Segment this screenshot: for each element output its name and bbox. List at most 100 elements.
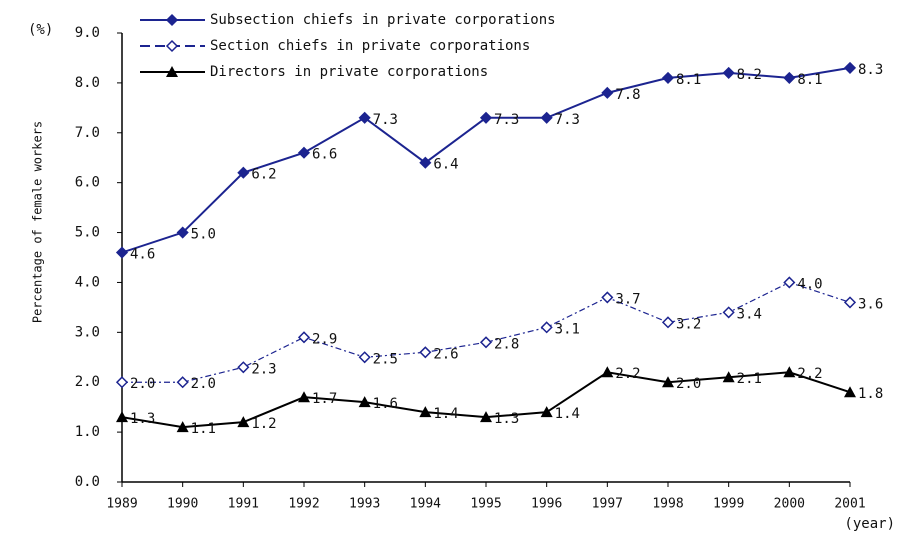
data-label: 2.0	[130, 376, 155, 392]
data-label: 3.1	[555, 321, 580, 337]
y-tick-label: 4.0	[75, 274, 100, 290]
data-point	[540, 321, 553, 334]
data-point	[843, 61, 857, 74]
data-point	[783, 276, 796, 289]
data-point	[176, 226, 189, 239]
data-label: 2.2	[615, 366, 640, 382]
data-point	[601, 366, 614, 378]
x-tick-label: 1994	[410, 497, 441, 512]
x-tick-label: 1999	[713, 497, 744, 512]
legend-label: Subsection chiefs in private corporation…	[210, 12, 556, 28]
data-label: 2.8	[494, 336, 519, 352]
y-tick-label: 3.0	[75, 324, 100, 340]
data-label: 1.1	[191, 421, 216, 437]
data-point	[661, 316, 675, 329]
data-label: 2.5	[373, 351, 398, 367]
x-tick-label: 2001	[834, 497, 865, 512]
y-axis-label: Percentage of female workers	[31, 121, 45, 323]
data-point	[237, 416, 250, 428]
data-label: 1.7	[312, 391, 337, 407]
data-label: 7.3	[373, 112, 398, 128]
data-label: 4.0	[797, 276, 822, 292]
data-label: 2.0	[676, 376, 701, 392]
data-label: 3.7	[615, 291, 640, 307]
y-tick-label: 6.0	[75, 175, 100, 191]
data-label: 1.2	[251, 416, 276, 432]
data-point	[176, 421, 189, 433]
data-point	[298, 391, 310, 403]
data-label: 4.6	[130, 247, 155, 263]
data-point	[479, 336, 493, 349]
data-point	[358, 396, 371, 408]
legend-marker	[166, 66, 178, 77]
data-label: 2.9	[312, 331, 337, 347]
data-point	[115, 246, 129, 259]
legend-marker	[165, 13, 179, 27]
data-point	[540, 406, 553, 418]
y-tick-label: 5.0	[75, 225, 100, 241]
data-point	[662, 376, 674, 388]
y-tick-label: 9.0	[75, 25, 100, 41]
series-line	[121, 66, 851, 254]
y-tick-label: 0.0	[75, 474, 100, 490]
legend-marker	[165, 39, 179, 53]
y-tick-label: 7.0	[75, 125, 100, 141]
data-point	[297, 331, 311, 344]
x-tick-label: 1998	[652, 497, 683, 512]
data-point	[783, 71, 796, 84]
x-tick-label: 1996	[531, 497, 562, 512]
data-label: 8.3	[858, 62, 883, 78]
data-label: 2.3	[251, 361, 276, 377]
data-label: 1.3	[130, 411, 155, 427]
data-label: 3.2	[676, 316, 701, 332]
data-label: 1.4	[555, 406, 580, 422]
data-point	[358, 351, 371, 364]
data-label: 6.6	[312, 147, 337, 163]
x-tick-label: 1990	[167, 497, 198, 512]
data-label: 6.2	[251, 167, 276, 183]
data-label: 2.2	[797, 366, 822, 382]
x-tick-label: 1997	[592, 497, 623, 512]
y-tick-label: 8.0	[75, 75, 100, 91]
data-point	[115, 376, 129, 389]
data-label: 8.2	[737, 67, 762, 83]
y-tick-label: 1.0	[75, 424, 100, 440]
series-line	[122, 281, 851, 383]
data-label: 7.3	[494, 112, 519, 128]
data-point	[601, 291, 614, 304]
x-tick-label: 1992	[288, 497, 319, 512]
x-unit: (year)	[844, 516, 895, 532]
data-label: 3.6	[858, 296, 883, 312]
data-point	[419, 156, 432, 169]
data-label: 3.4	[737, 306, 762, 322]
data-point	[661, 71, 675, 84]
data-point	[419, 406, 432, 418]
data-label: 7.3	[555, 112, 580, 128]
x-tick-label: 1993	[349, 497, 380, 512]
data-point	[783, 366, 796, 378]
data-label: 6.4	[433, 157, 458, 173]
data-label: 2.6	[433, 346, 458, 362]
data-label: 7.8	[615, 87, 640, 103]
data-label: 1.8	[858, 386, 883, 402]
data-label: 1.4	[433, 406, 458, 422]
data-point	[297, 146, 311, 159]
legend-label: Section chiefs in private corporations	[210, 38, 530, 54]
data-label: 5.0	[191, 227, 216, 243]
data-point	[722, 306, 735, 319]
data-point	[601, 86, 614, 99]
x-tick-label: 1995	[470, 497, 501, 512]
data-point	[176, 376, 189, 389]
legend-label: Directors in private corporations	[210, 64, 488, 80]
y-unit: (%)	[28, 22, 53, 38]
data-point	[479, 111, 493, 124]
data-point	[480, 411, 492, 423]
data-point	[844, 386, 856, 398]
data-point	[540, 111, 553, 124]
y-tick-label: 2.0	[75, 374, 100, 390]
data-point	[237, 361, 250, 374]
data-label: 1.6	[373, 396, 398, 412]
data-point	[722, 371, 735, 383]
x-tick-label: 2000	[774, 497, 805, 512]
